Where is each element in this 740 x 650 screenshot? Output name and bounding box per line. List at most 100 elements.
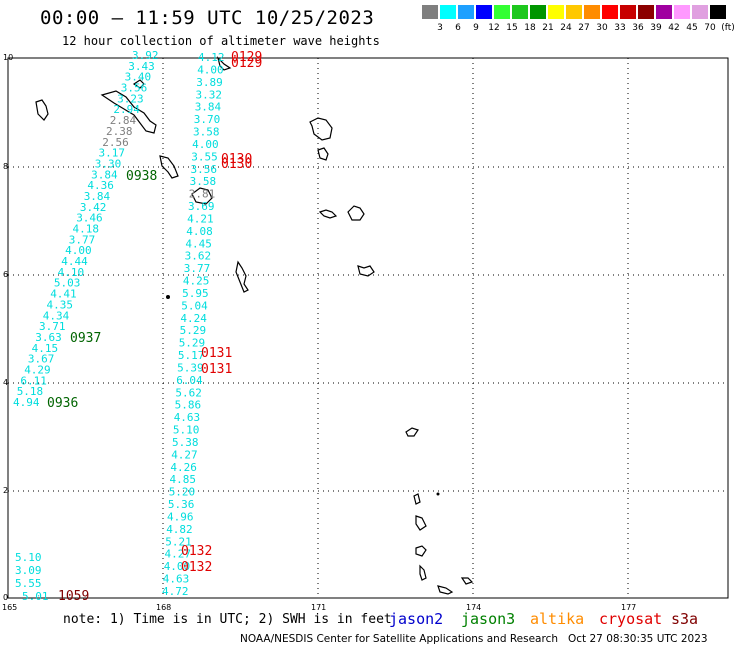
legend-swatch [674, 5, 690, 19]
wave-height-label: 2.94 [113, 103, 140, 116]
time-label-0130-a: 0130 [221, 152, 252, 167]
wave-height-label: 3.62 [185, 250, 212, 263]
wave-height-label: 5.01 [22, 590, 49, 603]
legend-tick: 3 [437, 23, 443, 33]
wave-height-label: 5.86 [175, 399, 202, 412]
wave-height-label: 3.30 [95, 157, 122, 170]
y-tick-4: 4 [3, 378, 8, 387]
wave-height-label: 3.40 [125, 71, 152, 84]
wave-height-label: 5.62 [175, 386, 202, 399]
wave-height-label: 4.00 [197, 63, 224, 76]
wave-height-label: 4.85 [170, 473, 197, 486]
wave-height-label: 4.08 [186, 225, 213, 238]
time-label-0936: 0936 [47, 396, 78, 411]
wave-height-label: 3.17 [99, 147, 126, 160]
wave-height-label: 5.04 [181, 299, 208, 312]
wave-height-label: 5.03 [54, 277, 81, 290]
legend-swatch [494, 5, 510, 19]
wave-height-label: 3.71 [39, 320, 66, 333]
wave-height-label: 4.36 [87, 179, 114, 192]
legend-tick: 70 [704, 23, 716, 33]
wave-height-label: 3.42 [80, 201, 107, 214]
wave-height-label: 3.67 [28, 353, 55, 366]
legend-tick: 18 [524, 23, 536, 33]
legend-swatch [476, 5, 492, 19]
wave-height-label: 3.84 [195, 101, 222, 114]
wave-height-label: 6.11 [20, 374, 47, 387]
time-label-0131-a: 0131 [201, 346, 232, 361]
wave-height-label: 2.56 [102, 136, 129, 149]
wave-height-label: 2.81 [189, 188, 216, 201]
legend-swatch [710, 5, 726, 19]
wave-height-label: 5.29 [179, 337, 206, 350]
east-track-values: 4.124.003.893.323.843.703.584.003.553.56… [162, 51, 225, 598]
legend-tick: 33 [614, 23, 626, 33]
legend-tick: 30 [596, 23, 608, 33]
wave-height-label: 3.23 [117, 92, 144, 105]
x-tick-168: 168 [156, 603, 171, 612]
time-label-0129-b: 0129 [231, 56, 262, 71]
wave-height-label: 3.84 [91, 168, 118, 181]
wave-height-label: 3.89 [196, 76, 223, 89]
legend-tick: 42 [668, 23, 680, 33]
wave-height-label: 5.10 [15, 551, 42, 564]
wave-height-label: 4.41 [50, 288, 76, 301]
legend-tick: 36 [632, 23, 644, 33]
footer-note: note: 1) Time is in UTC; 2) SWH is in fe… [63, 612, 392, 627]
wave-height-label: 4.00 [65, 244, 92, 257]
y-tick-0: 0 [3, 593, 8, 602]
wave-height-label: 3.32 [196, 88, 223, 101]
wave-height-label: 3.77 [184, 262, 211, 275]
wave-height-label: 3.56 [191, 163, 218, 176]
wave-height-label: 4.29 [24, 364, 51, 377]
map-subtitle: 12 hour collection of altimeter wave hei… [62, 34, 380, 48]
wave-height-label: 5.21 [165, 535, 192, 548]
legend-swatch [584, 5, 600, 19]
wave-height-label: 5.95 [182, 287, 209, 300]
legend-s3a: s3a [671, 610, 699, 628]
wave-height-label: 3.84 [84, 190, 111, 203]
legend-tick: 15 [506, 23, 518, 33]
wave-height-label: 4.18 [73, 223, 100, 236]
wave-height-label: 3.58 [190, 175, 217, 188]
wave-height-label: 3.77 [69, 233, 96, 246]
wave-height-label: 3.69 [188, 200, 215, 213]
legend-swatch [458, 5, 474, 19]
wave-height-label: 3.70 [194, 113, 221, 126]
wave-height-label: 3.09 [15, 564, 42, 577]
wave-height-label: 5.39 [177, 362, 204, 375]
wave-height-label: 3.58 [193, 126, 220, 139]
legend-tick: 21 [542, 23, 554, 33]
wave-height-label: 3.55 [191, 150, 218, 163]
wave-height-label: 5.55 [15, 577, 42, 590]
wave-height-label: 4.15 [32, 342, 58, 355]
time-label-0130-b: 0130 [221, 157, 252, 172]
wave-height-label: 5.38 [172, 436, 199, 449]
legend-tick: 39 [650, 23, 662, 33]
island-outlines [35, 56, 474, 595]
legend-swatch [602, 5, 618, 19]
wave-height-label: 4.00 [164, 560, 191, 573]
small-island-dot [436, 492, 440, 496]
wave-height-label: 4.96 [167, 511, 194, 524]
wave-height-label: 4.72 [162, 585, 189, 598]
wave-height-label: 4.00 [192, 138, 219, 151]
legend-swatch [530, 5, 546, 19]
legend-swatch [638, 5, 654, 19]
wave-height-label: 4.82 [166, 523, 193, 536]
west-track-values: 3.923.433.403.563.232.942.842.382.563.17… [13, 49, 159, 409]
legend-swatch [692, 5, 708, 19]
wave-height-label: 5.29 [180, 324, 207, 337]
wave-height-label: 4.25 [183, 275, 210, 288]
map-title: 00:00 – 11:59 UTC 10/25/2023 [40, 7, 375, 29]
wave-height-label: 5.36 [168, 498, 195, 511]
legend-tick: 27 [578, 23, 590, 33]
wave-height-label: 4.21 [187, 212, 214, 225]
wave-height-label: 4.34 [43, 309, 70, 322]
legend-tick: 9 [473, 23, 479, 33]
x-tick-171: 171 [311, 603, 326, 612]
wave-height-label: 2.84 [110, 114, 137, 127]
wave-height-label: 6.04 [176, 374, 203, 387]
wave-height-label: 5.17 [178, 349, 205, 362]
